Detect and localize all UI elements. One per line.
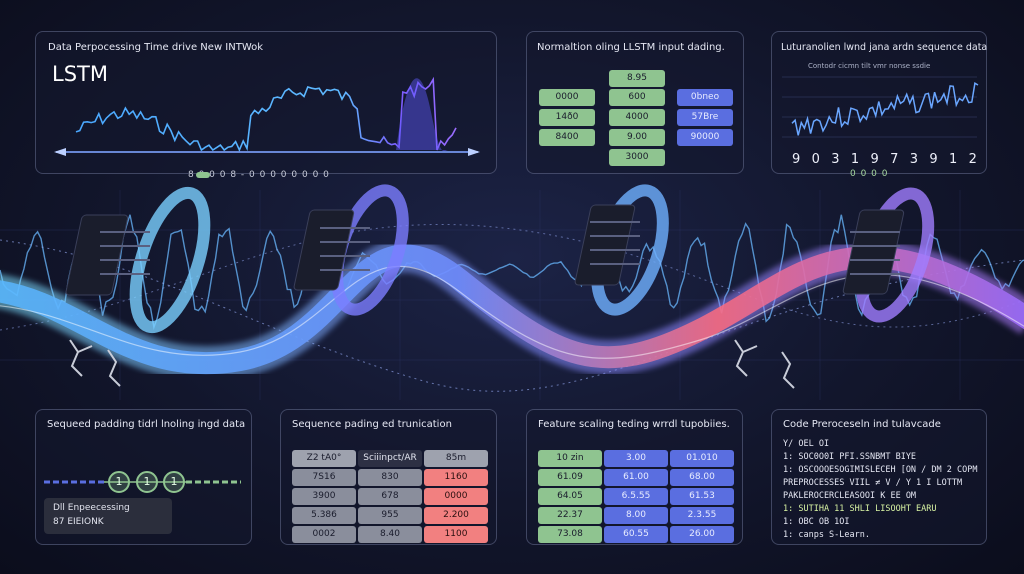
norm-left-0: 0000 — [539, 89, 595, 106]
table-cell: 678 — [358, 488, 422, 505]
table-cell: 955 — [358, 507, 422, 524]
progress-dot-active — [196, 172, 210, 178]
code-preprocessing-panel: Code Preroceseln ind tulavcade Y/ OEL OI… — [771, 409, 987, 545]
table-cell: 8.00 — [604, 507, 668, 524]
table-header: 85m — [424, 450, 488, 467]
normalization-panel-title: Normaltion oling LLSTM input dading. — [537, 42, 725, 53]
table-cell: 0002 — [292, 526, 356, 543]
sequence-data-dots: 0 0 0 0 — [850, 169, 889, 179]
norm-mid-1: 600 — [609, 89, 665, 106]
code-line: 1: canps S-Learn. — [783, 530, 870, 540]
preprocessing-info-line1: Dll Enpeecessing — [53, 503, 130, 513]
sequence-padding-panel: Sequeed padding tidrl lnoling ingd data … — [35, 409, 252, 545]
sequence-digit: 3 — [909, 152, 919, 167]
sequence-data-panel: Luturanolien lwnd jana ardn sequence dat… — [771, 31, 987, 174]
sequence-digit: 9 — [792, 152, 801, 167]
lstm-panel: Data Perpocessing Time drive New INTWok … — [35, 31, 497, 174]
table-cell: 6.5.55 — [604, 488, 668, 505]
table-cell: 1160 — [424, 469, 488, 486]
norm-left-2: 8400 — [539, 129, 595, 146]
code-line: Y/ OEL OI — [783, 439, 830, 449]
sequence-digit: 1 — [850, 152, 860, 167]
sequence-digit: 9 — [870, 152, 879, 167]
table-cell: 7S16 — [292, 469, 356, 486]
padding-step-label: 1 — [143, 475, 151, 488]
sequence-data-title: Luturanolien lwnd jana ardn sequence dat… — [781, 42, 988, 53]
table-cell: 3.00 — [604, 450, 668, 467]
norm-right-1: 57Bre — [677, 109, 733, 126]
table-cell: 61.53 — [670, 488, 734, 505]
padding-step-label: 1 — [170, 475, 178, 488]
table-cell: 8.40 — [358, 526, 422, 543]
table-cell: 0000 — [424, 488, 488, 505]
code-line: PREPROCESSES VIIL ≠ V / Y 1 I LOTTM — [783, 478, 963, 488]
sequence-digit: 9 — [929, 152, 938, 167]
padding-step-circle: 1 — [136, 471, 158, 493]
table-cell: 68.00 — [670, 469, 734, 486]
table-cell: 2.3.55 — [670, 507, 734, 524]
sequence-digit: 0 — [811, 152, 820, 167]
table-cell: 830 — [358, 469, 422, 486]
normalization-panel: Normaltion oling LLSTM input dading. 000… — [526, 31, 744, 174]
table-header: Z2 tA0° — [292, 450, 356, 467]
table-cell: 26.00 — [670, 526, 734, 543]
sequence-data-chart — [782, 76, 979, 138]
code-line: 1: OSCOOOESOGIMISLECEH [ON / DM 2 COPM — [783, 465, 978, 475]
sequence-digit: 7 — [890, 152, 899, 167]
sequence-data-subtitle: Contodr cicmn tilt vmr nonse ssdie — [808, 62, 931, 70]
lstm-panel-subtitle: Data Perpocessing Time drive New INTWok — [48, 42, 264, 53]
table-cell: 2.200 — [424, 507, 488, 524]
lstm-signal-chart — [54, 76, 480, 156]
table-cell: 73.08 — [538, 526, 602, 543]
feature-scaling-title: Feature scaling teding wrrdl tupobiies. — [538, 419, 730, 430]
norm-left-1: 14ð0 — [539, 109, 595, 126]
table-cell: 22.37 — [538, 507, 602, 524]
lstm-panel-dots: 8 0 0 0 8 - 0 0 0 0 0 0 0 0 — [188, 170, 330, 180]
norm-mid-3: 9.00 — [609, 129, 665, 146]
code-panel-title: Code Preroceseln ind tulavcade — [783, 419, 941, 430]
preprocessing-info-box: Dll Enpeecessing 87 EIEIONK — [44, 498, 172, 534]
table-cell: 10 zin — [538, 450, 602, 467]
table-cell: 61.09 — [538, 469, 602, 486]
sequence-digit-row: 9 0 3 1 9 7 3 9 1 2 — [792, 152, 977, 167]
table-cell: 1100 — [424, 526, 488, 543]
norm-right-0: 0bneo — [677, 89, 733, 106]
padding-truncation-panel: Sequence pading ed trunication Z2 tA0° S… — [280, 409, 497, 545]
norm-right-2: 90000 — [677, 129, 733, 146]
padding-step-circle: 1 — [108, 471, 130, 493]
lstm-panel-title: LSTM — [52, 62, 108, 86]
norm-mid-4: 3000 — [609, 149, 665, 166]
norm-mid-0: 8.95 — [609, 70, 665, 87]
padding-step-label: 1 — [115, 475, 123, 488]
table-cell: 3900 — [292, 488, 356, 505]
code-line: 1: SOC0O0I PFI.SSNBMT BIYE — [783, 452, 917, 462]
code-line-highlight: 1: SUTIHA 11 SHLI LISOOHT EARU — [783, 504, 937, 514]
sequence-digit: 3 — [831, 152, 840, 167]
norm-mid-2: 4000 — [609, 109, 665, 126]
table-cell: 5.386 — [292, 507, 356, 524]
sequence-digit: 1 — [949, 152, 958, 167]
table-cell: 01.010 — [670, 450, 734, 467]
table-header: Sciiinpct/AR — [358, 450, 422, 467]
preprocessing-info-line2: 87 EIEIONK — [53, 517, 104, 527]
padding-step-circle: 1 — [163, 471, 185, 493]
padding-truncation-title: Sequence pading ed trunication — [292, 419, 452, 430]
table-cell: 64.05 — [538, 488, 602, 505]
code-line: PAKLEROCERCLEASOOI K EE OM — [783, 491, 917, 501]
table-cell: 61.00 — [604, 469, 668, 486]
code-line: 1: OBC OB 1OI — [783, 517, 850, 527]
sequence-digit: 2 — [968, 152, 977, 167]
feature-scaling-panel: Feature scaling teding wrrdl tupobiies. … — [526, 409, 743, 545]
sequence-padding-title: Sequeed padding tidrl lnoling ingd data — [47, 419, 246, 430]
table-cell: 60.55 — [604, 526, 668, 543]
